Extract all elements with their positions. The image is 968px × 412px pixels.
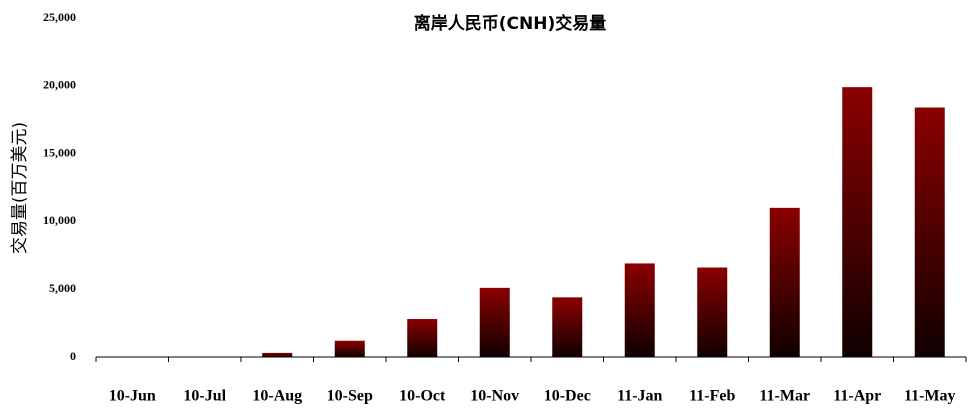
bar [624, 263, 655, 357]
y-tick-label: 20,000 [43, 78, 76, 92]
bar [697, 267, 728, 357]
y-axis-label: 交易量(百万美元) [10, 122, 30, 254]
x-tick-label: 11-Feb [689, 388, 735, 405]
x-tick-label: 10-Nov [470, 388, 519, 405]
x-tick-label: 10-Aug [252, 388, 302, 405]
bar [479, 287, 510, 357]
x-tick-label: 10-Jun [109, 388, 156, 405]
x-tick-label: 10-Oct [399, 388, 446, 405]
y-tick-label: 5,000 [49, 281, 76, 295]
x-tick-label: 11-Mar [759, 388, 810, 405]
bar [262, 352, 293, 357]
bar [552, 297, 583, 357]
x-tick-label: 10-Sep [327, 388, 373, 405]
chart-title: 离岸人民币(CNH)交易量 [414, 13, 606, 34]
bar [914, 107, 945, 357]
x-tick-label: 10-Jul [183, 388, 226, 405]
bar [769, 207, 800, 357]
y-tick-label: 25,000 [43, 10, 76, 24]
y-tick-label: 0 [70, 349, 76, 363]
y-tick-label: 10,000 [43, 213, 76, 227]
y-tick-label: 15,000 [43, 145, 76, 159]
x-tick-label: 11-Apr [833, 388, 881, 405]
bar [842, 87, 873, 357]
bar [334, 340, 365, 357]
x-tick-label: 11-Jan [617, 388, 662, 405]
x-tick-label: 10-Dec [544, 388, 591, 405]
x-tick-label: 11-May [904, 388, 956, 405]
bar [407, 319, 438, 357]
